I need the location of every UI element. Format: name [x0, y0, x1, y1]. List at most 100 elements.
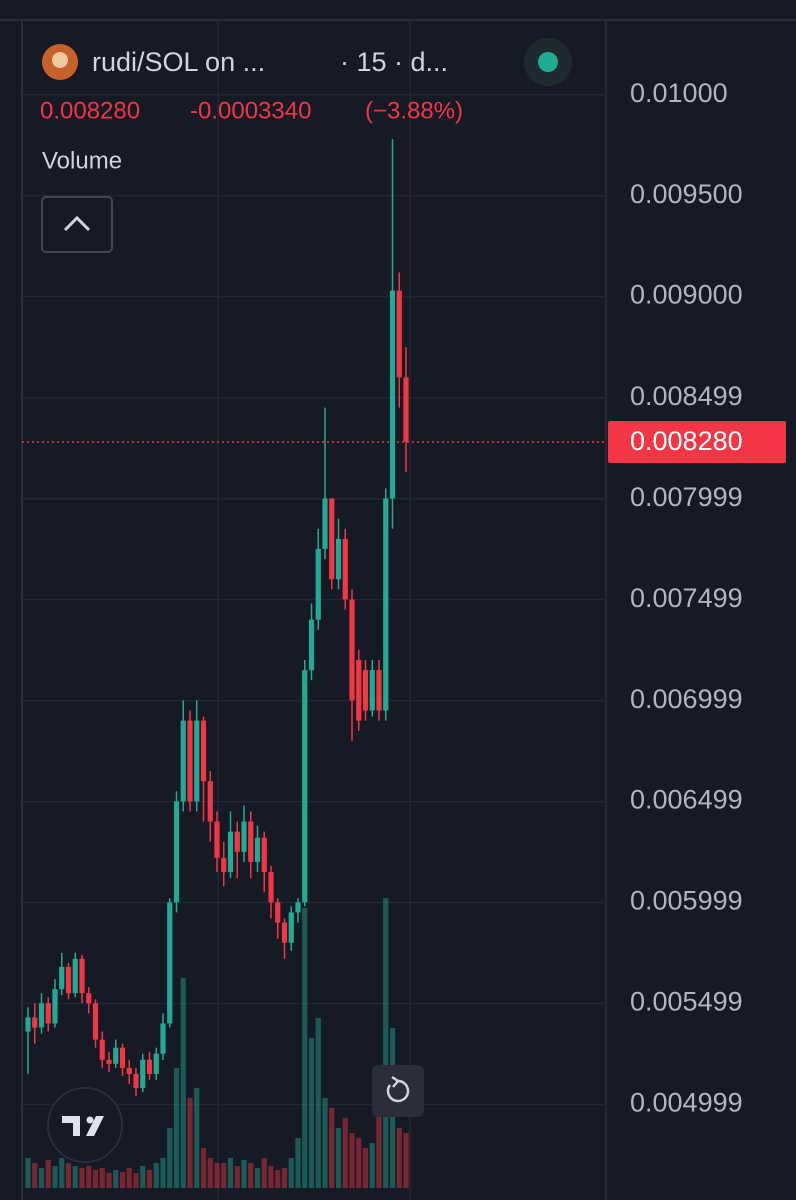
candle-body [86, 993, 92, 1004]
candle-body [396, 290, 402, 378]
volume-bar [288, 1158, 294, 1188]
volume-bar [234, 1166, 240, 1188]
collapse-button[interactable] [41, 196, 113, 253]
candle-body [79, 958, 85, 994]
y-tick-label: 0.005999 [630, 886, 743, 916]
volume-bar [221, 1163, 227, 1188]
candle-body [38, 1003, 45, 1028]
volume-bar [295, 1138, 301, 1188]
candle-body [106, 1059, 112, 1064]
candle-body [59, 966, 65, 990]
candle-body [335, 538, 342, 580]
candle-body [356, 660, 362, 721]
candle-body [254, 837, 261, 862]
volume-bar [45, 1160, 51, 1188]
volume-bar [153, 1163, 159, 1188]
candle-body [32, 1017, 38, 1028]
volume-bar [315, 1018, 321, 1188]
y-tick-label: 0.009000 [630, 280, 743, 310]
volume-bar [79, 1168, 85, 1188]
volume-bar [167, 1128, 173, 1188]
volume-bar [119, 1172, 126, 1188]
candle-body [248, 821, 254, 862]
tv-logo-dot [86, 1116, 94, 1124]
volume-label: Volume [42, 147, 122, 174]
candle-body [200, 720, 207, 782]
candle-body [268, 872, 274, 903]
candle-body [133, 1073, 139, 1089]
volume-bar [133, 1173, 139, 1188]
volume-bar [335, 1128, 342, 1188]
candle-body [362, 670, 369, 711]
candle-body [140, 1059, 146, 1089]
last-price-label: 0.008280 [630, 426, 743, 456]
y-tick-label: 0.006999 [630, 684, 743, 714]
y-tick-label: 0.01000 [630, 78, 728, 108]
volume-bar [362, 1148, 369, 1188]
last-value: 0.008280 [40, 97, 140, 124]
candle-body [241, 821, 247, 852]
volume-bar [38, 1168, 45, 1188]
candle-body [221, 857, 227, 873]
candle-body [207, 781, 213, 822]
symbol: rudi/SOL on ... [92, 47, 265, 77]
volume-bar [126, 1168, 132, 1188]
candle-body [72, 958, 78, 994]
volume-bar [173, 1068, 180, 1188]
y-tick-label: 0.007999 [630, 482, 743, 512]
candle-body [45, 1003, 51, 1024]
candle-body [369, 670, 375, 711]
candle-body [160, 1023, 166, 1054]
volume-bar [308, 1038, 315, 1188]
change-value: -0.0003340 [190, 97, 311, 124]
candle-body [288, 912, 294, 943]
volume-bar [329, 1108, 335, 1188]
volume-bar [342, 1118, 348, 1188]
candle-body [52, 989, 58, 1024]
candle-body [153, 1053, 159, 1074]
volume-bar [59, 1158, 65, 1188]
y-tick-label: 0.008499 [630, 381, 743, 411]
reset-button[interactable] [372, 1065, 424, 1117]
y-tick-label: 0.005499 [630, 987, 743, 1017]
candle-body [173, 801, 180, 903]
volume-bar [207, 1158, 213, 1188]
volume-bar [227, 1158, 234, 1188]
volume-bar [322, 1098, 328, 1188]
volume-bar [281, 1168, 288, 1188]
volume-bar [383, 898, 389, 1188]
volume-bar [92, 1170, 99, 1188]
reset-icon [386, 1079, 410, 1103]
candle-body [234, 831, 240, 852]
volume-bar [214, 1163, 220, 1188]
candle-body [99, 1039, 105, 1060]
candle-body [65, 966, 72, 994]
volume-bar [160, 1158, 166, 1188]
volume-bar [241, 1160, 247, 1188]
volume-bar [187, 1098, 193, 1188]
candle-body [25, 1017, 31, 1032]
volume-bar [146, 1170, 153, 1188]
volume-bar [106, 1173, 112, 1188]
volume-bar [72, 1166, 78, 1188]
volume-bar [200, 1148, 207, 1188]
y-tick-label: 0.009500 [630, 179, 743, 209]
candle-body [126, 1067, 132, 1074]
last-price-tag [608, 420, 786, 463]
candle-body [302, 670, 308, 903]
avatar-face [52, 52, 68, 68]
candle-body [194, 720, 200, 802]
tv-logo[interactable] [47, 1087, 123, 1163]
volume-bar [248, 1163, 254, 1188]
candle-body [146, 1059, 153, 1074]
candle-body [349, 599, 355, 701]
status-dot [538, 52, 558, 72]
candle-body [403, 377, 409, 442]
candle-body [281, 922, 288, 943]
volume-bar [369, 1143, 375, 1188]
y-tick-label: 0.004999 [630, 1088, 743, 1118]
y-tick-label: 0.007499 [630, 583, 743, 613]
y-tick-label: 0.006499 [630, 785, 743, 815]
